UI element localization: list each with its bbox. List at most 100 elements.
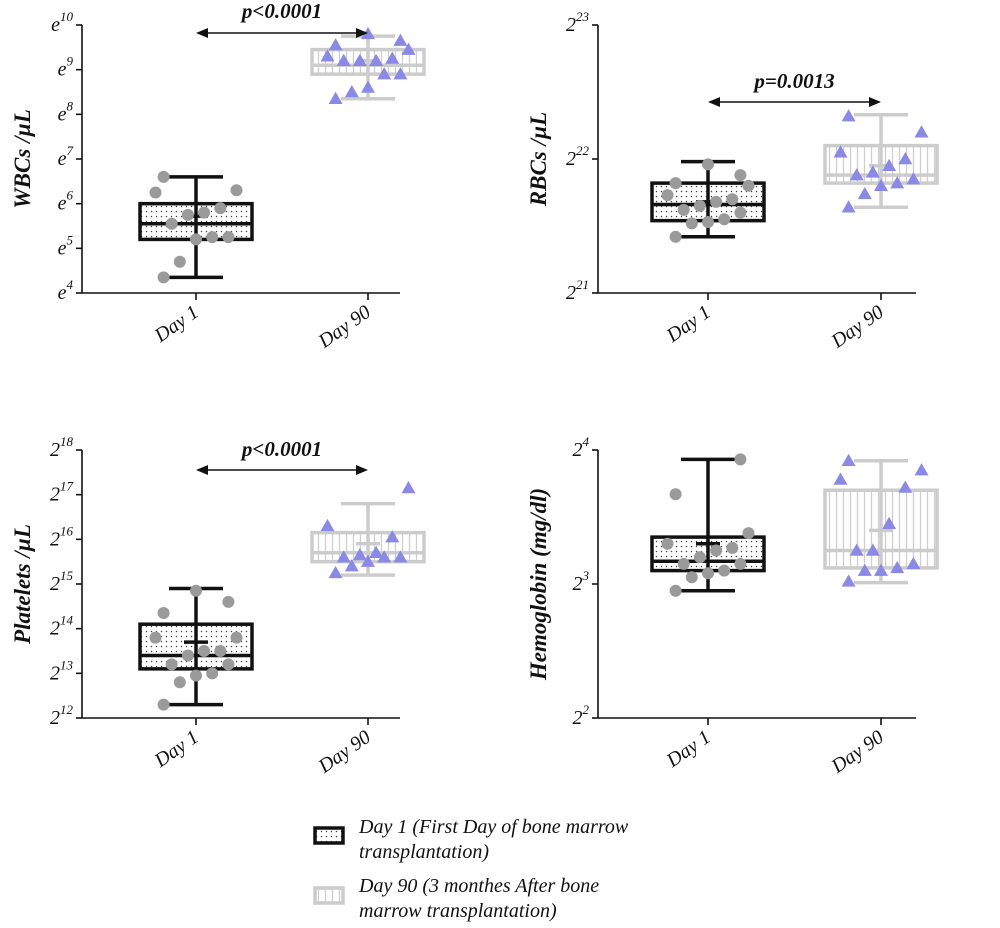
data-point — [198, 645, 211, 657]
p-value-label: p=0.0013 — [752, 69, 834, 93]
data-point — [734, 557, 747, 570]
data-point — [361, 80, 375, 93]
x-tick-label: Day 90 — [827, 301, 888, 353]
legend-swatch — [313, 826, 345, 845]
data-point — [874, 178, 888, 192]
data-point — [320, 518, 335, 532]
data-point — [149, 631, 162, 644]
y-tick-exponent: 18 — [60, 434, 74, 449]
y-tick-exponent: 22 — [576, 143, 590, 158]
data-point — [841, 453, 856, 466]
y-tick-label: 24 — [573, 434, 590, 461]
data-point — [328, 38, 343, 51]
data-point — [393, 550, 408, 563]
y-tick-base: e — [58, 148, 67, 170]
data-point — [742, 179, 755, 192]
data-point — [857, 563, 872, 576]
data-point — [320, 49, 335, 62]
data-point — [898, 480, 913, 493]
data-point — [906, 172, 921, 185]
y-tick-exponent: 4 — [67, 277, 74, 292]
data-point — [190, 233, 202, 246]
y-tick-base: 2 — [50, 439, 60, 461]
data-point — [393, 67, 408, 80]
y-tick-label: 23 — [573, 568, 590, 595]
y-tick-exponent: 6 — [67, 188, 74, 203]
data-point — [165, 217, 178, 230]
y-tick-exponent: 15 — [60, 568, 74, 583]
data-point — [685, 571, 698, 584]
data-point — [206, 231, 219, 244]
data-point — [841, 200, 856, 213]
data-point — [669, 488, 682, 501]
data-point — [369, 545, 384, 558]
y-tick-label: e5 — [58, 232, 74, 259]
data-point — [890, 560, 905, 574]
y-tick-label: 221 — [566, 277, 589, 304]
data-point — [833, 472, 848, 485]
legend-item-day90: Day 90 (3 monthes After bone marrow trans… — [313, 875, 599, 922]
box-day1 — [650, 453, 766, 597]
y-tick-label: e7 — [58, 143, 74, 170]
data-point — [222, 595, 235, 608]
box-day90 — [310, 480, 426, 579]
box-day1 — [138, 170, 254, 284]
y-tick-label: 218 — [50, 434, 74, 461]
data-point — [385, 51, 400, 64]
data-point — [377, 67, 392, 80]
p-value-label: p<0.0001 — [240, 437, 322, 461]
y-tick-base: 2 — [50, 573, 60, 595]
data-point — [385, 530, 400, 543]
significance-arrow — [196, 28, 368, 38]
data-point — [149, 186, 162, 199]
y-tick-exponent: 23 — [576, 9, 590, 24]
y-tick-base: e — [58, 103, 67, 125]
box-day90 — [823, 453, 939, 587]
y-tick-base: 2 — [50, 484, 60, 506]
data-point — [336, 550, 351, 563]
y-tick-base: 2 — [50, 662, 60, 684]
x-tick-label: Day 1 — [150, 726, 203, 772]
data-point — [181, 208, 194, 221]
p-value-label: p<0.0001 — [240, 0, 322, 23]
data-point — [190, 669, 202, 682]
data-point — [702, 215, 714, 228]
y-tick-label: e8 — [58, 98, 74, 125]
y-tick-base: 2 — [573, 439, 583, 461]
data-point — [710, 544, 723, 557]
y-axis-label: Hemoglobin (mg/dl) — [526, 488, 551, 681]
data-point — [734, 453, 747, 466]
x-tick-label: Day 90 — [827, 726, 888, 778]
data-point — [661, 537, 674, 550]
data-point — [661, 189, 674, 202]
box-day90 — [823, 109, 939, 213]
data-point — [157, 170, 170, 183]
legend-label-line2: transplantation) — [359, 841, 489, 863]
y-axis-label: Platelets /µL — [10, 524, 35, 645]
data-point — [890, 176, 905, 189]
x-tick-label: Day 1 — [150, 301, 203, 347]
y-tick-label: 213 — [50, 657, 74, 684]
legend-label-line2: marrow transplantation) — [359, 900, 557, 922]
x-tick-label: Day 90 — [314, 301, 375, 353]
y-axis-label: RBCs /µL — [526, 112, 551, 207]
data-point — [742, 527, 755, 540]
data-point — [361, 554, 375, 567]
y-tick-label: 216 — [50, 523, 74, 550]
y-tick-label: 215 — [50, 568, 74, 595]
data-point — [857, 186, 872, 200]
data-point — [865, 165, 880, 178]
legend-label-line1: Day 1 (First Day of bone marrow — [358, 816, 629, 838]
legend-item-day1: Day 1 (First Day of bone marrow transplan… — [313, 816, 629, 863]
y-tick-label: e10 — [51, 9, 73, 36]
data-point — [393, 33, 408, 46]
y-tick-label: e9 — [58, 54, 74, 81]
x-tick-label: Day 90 — [314, 726, 375, 778]
data-point — [181, 649, 194, 662]
y-tick-exponent: 5 — [67, 232, 74, 247]
significance-arrow — [196, 465, 368, 475]
y-tick-base: 2 — [50, 707, 60, 729]
data-point — [369, 53, 384, 66]
